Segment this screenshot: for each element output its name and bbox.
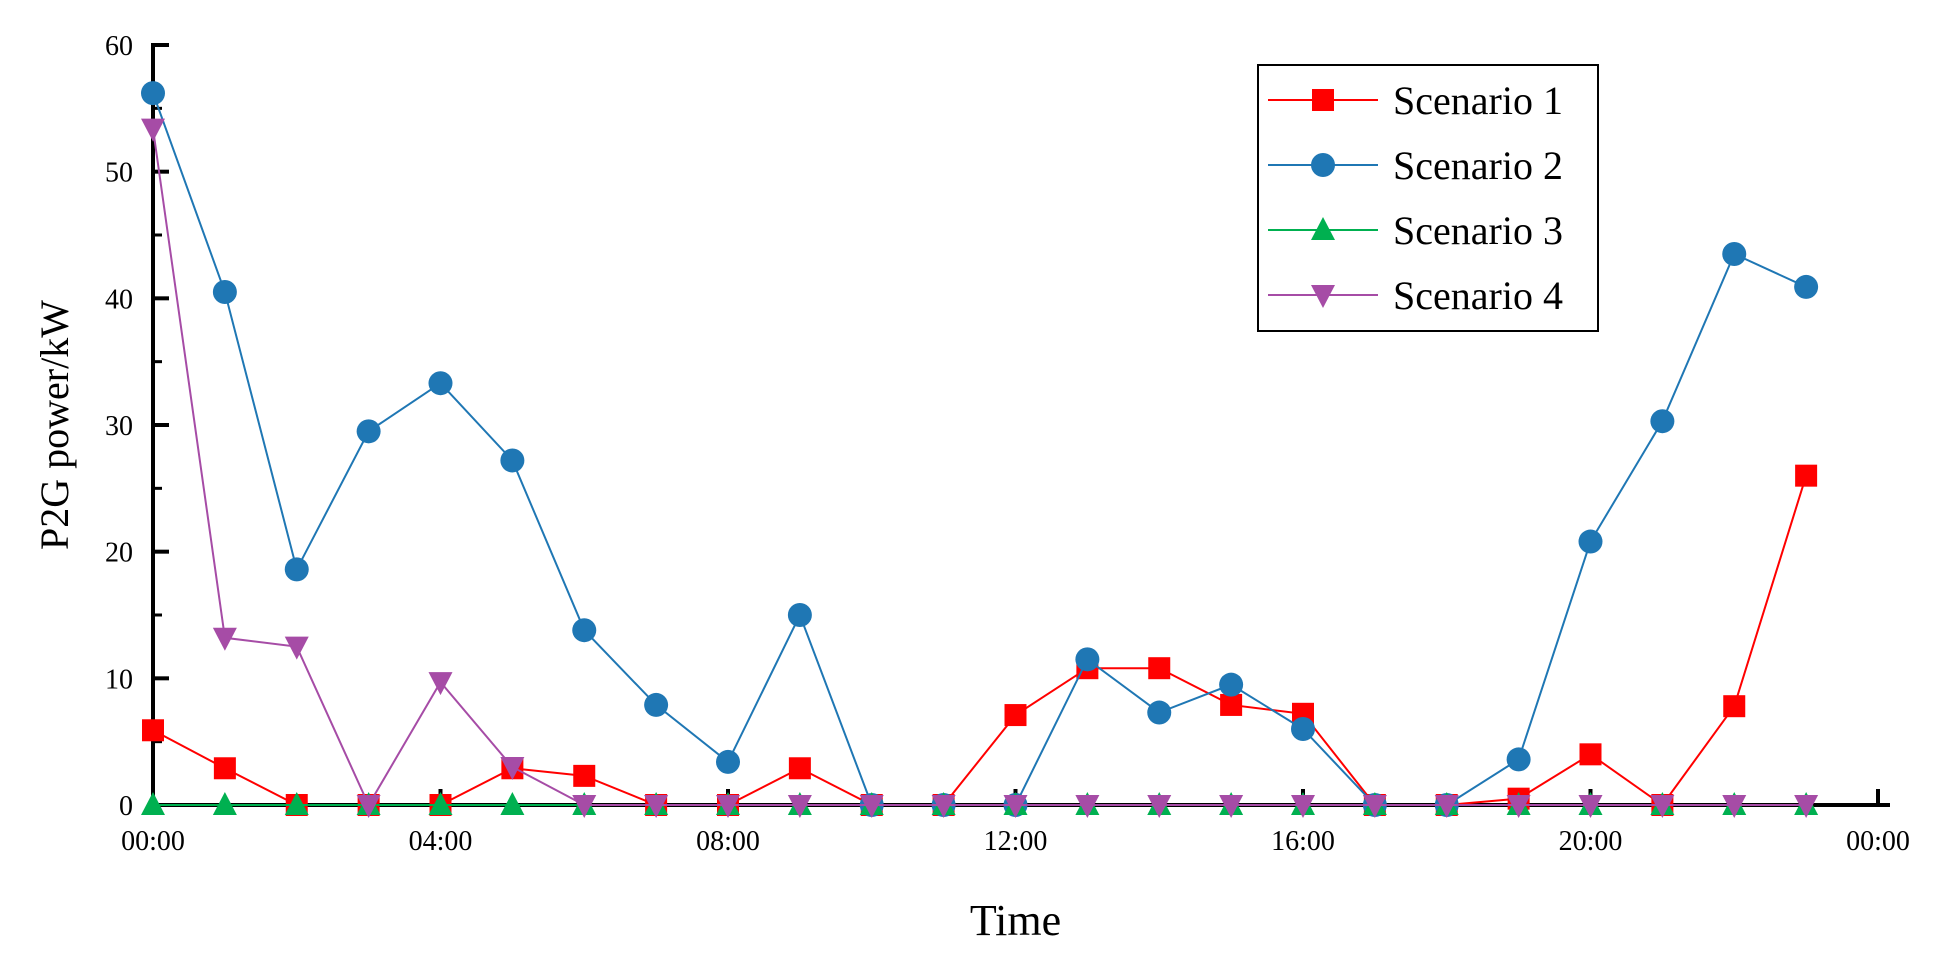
y-tick-label: 10 [105,664,133,695]
x-tick-label: 00:00 [1846,826,1910,857]
data-point [788,757,811,780]
data-point [1578,795,1603,818]
data-point [1434,795,1459,818]
x-tick-label: 16:00 [1271,826,1335,857]
data-point [142,719,164,742]
data-point [644,692,669,717]
y-axis-title: P2G power/kW [32,300,77,550]
data-point [1219,672,1244,697]
data-point [1506,747,1531,772]
legend-item: Scenario 2 [1268,143,1563,188]
data-point [1291,717,1315,741]
x-axis-title: Time [970,896,1061,945]
data-point [1075,795,1100,818]
legend-marker [1311,285,1335,308]
data-point [428,371,453,396]
data-point [213,757,236,780]
x-tick-label: 20:00 [1559,826,1623,857]
legend-marker [1311,217,1335,240]
data-point [141,81,165,106]
legend-item: Scenario 4 [1268,273,1563,318]
data-point [212,280,237,304]
data-point [572,795,597,818]
series-line [152,128,1807,808]
y-tick-label: 20 [105,538,133,569]
x-tick-label: 00:00 [121,826,185,857]
data-point [1219,795,1244,818]
y-tick-label: 0 [119,791,133,822]
data-point [1795,464,1818,487]
x-tick-label: 04:00 [409,826,473,857]
data-point [284,792,309,815]
data-point [1004,704,1027,727]
data-point [1794,795,1819,818]
data-point [284,636,309,660]
y-tick-label: 40 [105,284,133,315]
legend-label: Scenario 3 [1393,208,1563,253]
data-point [644,795,669,818]
data-point [1147,795,1172,818]
series-layer [141,81,1819,818]
legend-marker [1312,89,1334,111]
data-point [787,795,812,818]
legend-item: Scenario 1 [1268,78,1563,123]
data-point [1578,529,1603,554]
data-point [1003,795,1028,818]
data-point [1650,409,1675,434]
data-point [212,627,237,651]
data-point [1722,795,1747,818]
data-point [1075,647,1100,672]
legend-label: Scenario 4 [1393,273,1563,318]
data-point [716,749,740,774]
data-point [141,792,165,815]
data-point [787,603,812,627]
data-point [1794,274,1819,299]
legend-marker [1311,153,1335,177]
data-point [1291,795,1315,818]
data-point [212,792,237,815]
data-point [1362,795,1387,818]
data-point [1650,795,1675,818]
legend: Scenario 1 Scenario 2 Scenario 3 Scenario 4 [1257,64,1599,332]
y-tick-label: 60 [105,31,133,62]
legend-item: Scenario 3 [1268,208,1563,253]
data-point [573,764,596,787]
data-point [859,795,884,818]
y-tick-label: 50 [105,158,133,189]
data-point [500,792,525,815]
x-tick-label: 08:00 [696,826,760,857]
data-point [1148,657,1171,680]
data-point [356,795,381,818]
data-point [1723,695,1746,718]
legend-label: Scenario 1 [1393,78,1563,123]
data-point [1722,242,1747,266]
axes: 0 10 20 30 40 50 60 00:00 04:00 08:00 12:00 16:00 20… [105,31,1910,857]
data-point [141,118,165,142]
data-point [716,795,740,818]
data-point [500,448,525,473]
data-point [500,757,525,780]
legend-label: Scenario 2 [1393,143,1563,188]
y-tick-label: 30 [105,411,133,442]
data-point [284,557,309,582]
data-point [1147,700,1172,725]
data-point [428,792,453,815]
data-point [428,672,453,696]
data-point [572,618,597,643]
data-point [1506,795,1531,818]
data-point [356,419,381,444]
x-tick-label: 12:00 [984,826,1048,857]
series-4 [141,118,1819,818]
data-point [1579,743,1602,766]
data-point [931,795,956,818]
data-point [1220,693,1243,716]
